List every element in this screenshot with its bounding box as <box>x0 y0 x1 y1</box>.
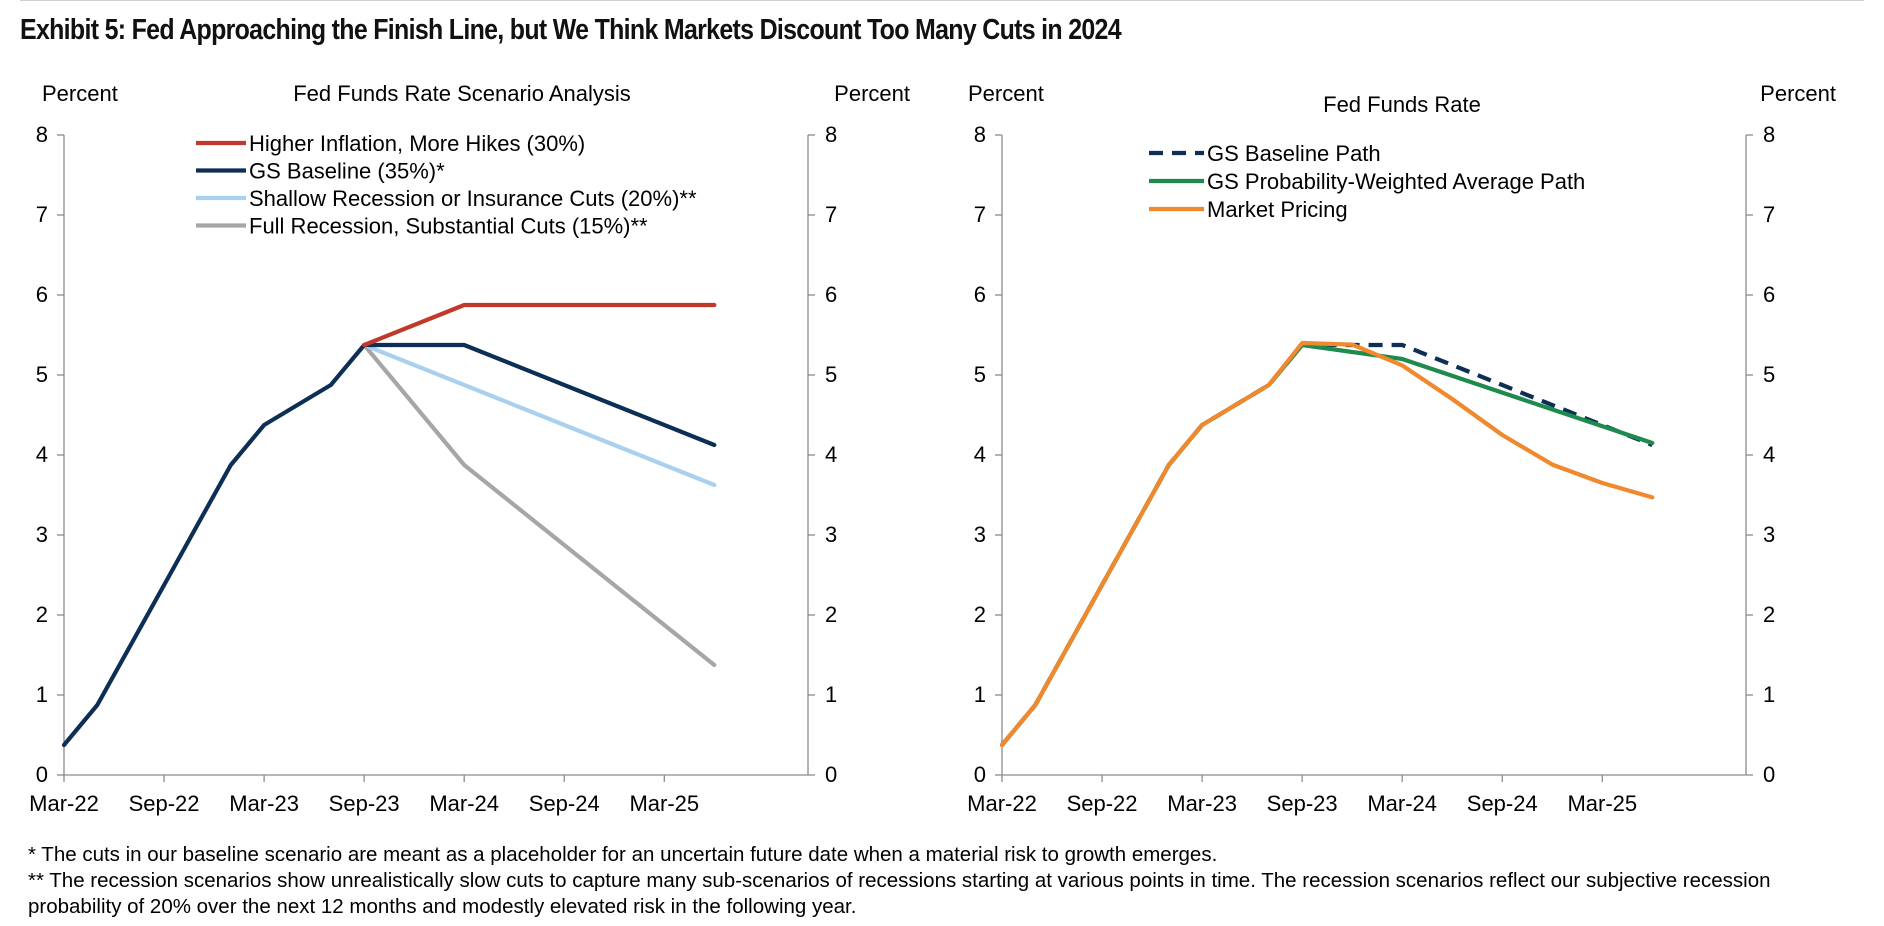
chart-panel-2: 0 0 1 1 2 2 3 3 4 4 5 5 6 6 7 7 8 8 Mar-22 Sep-22 Mar-23 Sep-… <box>967 81 1836 816</box>
y-tick-label-right: 8 <box>1763 122 1775 147</box>
y-tick-label-left: 6 <box>974 282 986 307</box>
x-tick-label: Sep-24 <box>1467 791 1538 816</box>
x-tick-label: Sep-22 <box>129 791 200 816</box>
chart-panel-1: 0 0 1 1 2 2 3 3 4 4 5 5 6 6 7 7 8 8 Mar-22 Sep-22 Mar-23 Sep-… <box>29 81 910 816</box>
x-tick-label: Mar-25 <box>1567 791 1637 816</box>
legend-label: GS Baseline Path <box>1207 141 1381 166</box>
x-tick-label: Sep-23 <box>329 791 400 816</box>
y-tick-label-right: 3 <box>825 522 837 547</box>
y-tick-label-left: 7 <box>36 202 48 227</box>
legend-label: GS Probability-Weighted Average Path <box>1207 169 1585 194</box>
chart-title: Fed Funds Rate Scenario Analysis <box>293 81 631 106</box>
legend-label: Higher Inflation, More Hikes (30%) <box>249 131 585 156</box>
x-tick-label: Mar-23 <box>229 791 299 816</box>
footnotes: * The cuts in our baseline scenario are … <box>28 842 1858 920</box>
y-tick-label-right: 0 <box>1763 762 1775 787</box>
series-line-4 <box>362 342 717 668</box>
y-tick-label-left: 6 <box>36 282 48 307</box>
legend-label: GS Baseline (35%)* <box>249 159 445 184</box>
x-tick-label: Sep-24 <box>529 791 600 816</box>
y-tick-label-left: 8 <box>974 122 986 147</box>
y-tick-label-right: 0 <box>825 762 837 787</box>
series-line-1 <box>362 302 717 348</box>
y-tick-label-right: 5 <box>1763 362 1775 387</box>
y-label-left: Percent <box>42 81 118 106</box>
x-tick-label: Mar-22 <box>967 791 1037 816</box>
legend-label: Full Recession, Substantial Cuts (15%)** <box>249 214 648 239</box>
y-tick-label-right: 4 <box>825 442 837 467</box>
y-tick-label-right: 8 <box>825 122 837 147</box>
y-tick-label-right: 4 <box>1763 442 1775 467</box>
legend-label: Market Pricing <box>1207 197 1348 222</box>
y-tick-label-left: 2 <box>974 602 986 627</box>
y-tick-label-right: 3 <box>1763 522 1775 547</box>
y-tick-label-right: 7 <box>1763 202 1775 227</box>
y-label-left: Percent <box>968 81 1044 106</box>
series-line-2 <box>61 342 717 748</box>
y-tick-label-left: 0 <box>974 762 986 787</box>
x-tick-label: Mar-24 <box>429 791 499 816</box>
series-line-3 <box>999 340 1655 748</box>
top-divider <box>20 0 1864 1</box>
y-tick-label-left: 0 <box>36 762 48 787</box>
footnote-baseline: * The cuts in our baseline scenario are … <box>28 843 1218 866</box>
x-tick-label: Mar-23 <box>1167 791 1237 816</box>
x-tick-label: Mar-24 <box>1367 791 1437 816</box>
x-tick-label: Mar-25 <box>629 791 699 816</box>
y-tick-label-right: 2 <box>1763 602 1775 627</box>
series-line-1 <box>1000 342 1654 747</box>
y-tick-label-left: 4 <box>36 442 48 467</box>
exhibit-title: Exhibit 5: Fed Approaching the Finish Li… <box>20 14 1122 46</box>
series-line-3 <box>362 342 717 488</box>
y-tick-label-left: 3 <box>974 522 986 547</box>
footnote-recession: ** The recession scenarios show unrealis… <box>28 869 1771 918</box>
y-label-right: Percent <box>1760 81 1836 106</box>
y-tick-label-left: 3 <box>36 522 48 547</box>
y-tick-label-left: 7 <box>974 202 986 227</box>
y-tick-label-right: 1 <box>1763 682 1775 707</box>
y-tick-label-right: 7 <box>825 202 837 227</box>
y-label-right: Percent <box>834 81 910 106</box>
y-tick-label-left: 2 <box>36 602 48 627</box>
y-tick-label-left: 5 <box>974 362 986 387</box>
y-tick-label-left: 5 <box>36 362 48 387</box>
y-tick-label-right: 2 <box>825 602 837 627</box>
y-tick-label-right: 5 <box>825 362 837 387</box>
y-tick-label-left: 1 <box>974 682 986 707</box>
y-tick-label-right: 6 <box>825 282 837 307</box>
y-tick-label-right: 1 <box>825 682 837 707</box>
x-tick-label: Sep-23 <box>1267 791 1338 816</box>
y-tick-label-left: 4 <box>974 442 986 467</box>
x-tick-label: Sep-22 <box>1067 791 1138 816</box>
legend-label: Shallow Recession or Insurance Cuts (20%… <box>249 186 697 211</box>
chart-title: Fed Funds Rate <box>1323 92 1481 117</box>
y-tick-label-left: 8 <box>36 122 48 147</box>
y-tick-label-right: 6 <box>1763 282 1775 307</box>
y-tick-label-left: 1 <box>36 682 48 707</box>
x-tick-label: Mar-22 <box>29 791 99 816</box>
